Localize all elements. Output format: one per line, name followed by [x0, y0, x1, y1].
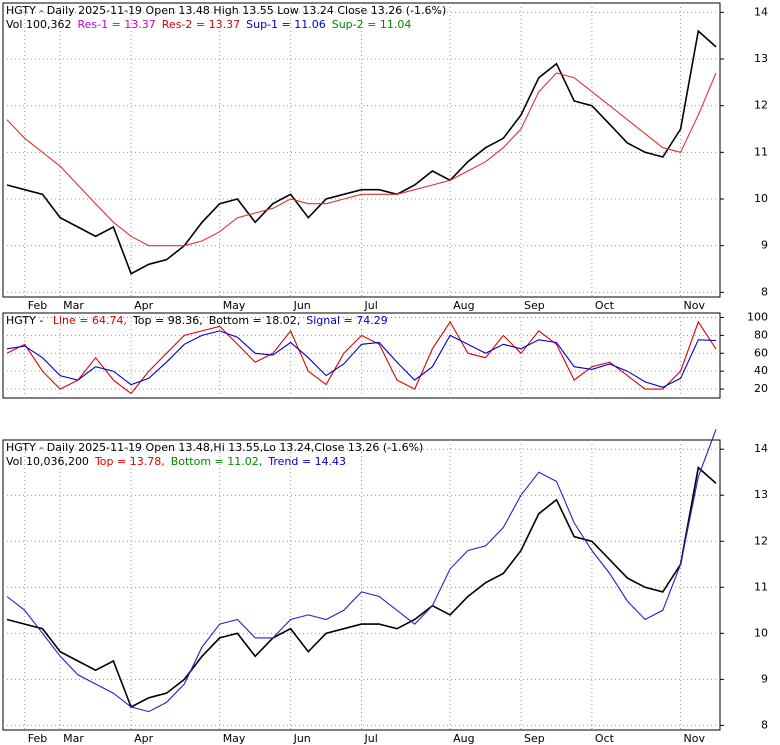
x-tick-label: Sep [524, 299, 545, 312]
y-tick-label: 11 [754, 145, 768, 158]
legend-text: Vol 10,036,200 [6, 455, 89, 468]
y-tick-label: 14 [754, 5, 768, 18]
x-tick-label: Mar [63, 299, 84, 312]
y-tick-label: 80 [754, 328, 768, 341]
legend-line: HGTY - Line = 64.74, Top = 98.36, Bottom =… [6, 314, 388, 327]
y-tick-label: 40 [754, 364, 768, 377]
x-tick-label: Jun [293, 732, 311, 745]
y-tick-label: 20 [754, 382, 768, 395]
x-tick-label: Aug [453, 732, 474, 745]
y-tick-label: 12 [754, 534, 768, 547]
x-tick-label: Oct [595, 732, 615, 745]
y-tick-label: 14 [754, 442, 768, 455]
y-tick-label: 10 [754, 626, 768, 639]
x-tick-label: Nov [684, 732, 706, 745]
x-tick-label: Aug [453, 299, 474, 312]
legend-line: Vol 100,362 Res-1 = 13.37 Res-2 = 13.37 Sup… [6, 18, 411, 31]
series-line [6, 29, 717, 275]
x-tick-label: Mar [63, 732, 84, 745]
x-tick-label: Jul [364, 732, 378, 745]
series-line [6, 429, 717, 713]
legend-text: Bottom = 18.02, [209, 314, 301, 327]
y-tick-label: 8 [761, 285, 768, 298]
legend-text: HGTY - Daily 2025-11-19 Open 13.48,Hi 13… [6, 441, 423, 454]
series-line [6, 466, 717, 709]
x-tick-label: Oct [595, 299, 615, 312]
legend-text: HGTY - Daily 2025-11-19 Open 13.48 High … [6, 4, 446, 17]
legend-text: Top = 98.36, [132, 314, 203, 327]
y-tick-label: 13 [754, 488, 768, 501]
legend-line: Vol 10,036,200 Top = 13.78, Bottom = 11.02… [6, 455, 346, 468]
x-tick-label: May [223, 732, 246, 745]
x-tick-label: May [223, 299, 246, 312]
legend-text: Line = 64.74, [53, 314, 127, 327]
y-tick-label: 9 [761, 239, 768, 252]
x-tick-label: Feb [28, 732, 47, 745]
legend-text: Sup-1 = 11.06 [246, 18, 326, 31]
legend-text: Trend = 14.43 [267, 455, 346, 468]
y-tick-label: 12 [754, 99, 768, 112]
y-tick-label: 9 [761, 672, 768, 685]
legend-text: Res-1 = 13.37 [77, 18, 155, 31]
series-line [6, 320, 717, 395]
legend-text: Sup-2 = 11.04 [332, 18, 412, 31]
legend-text: Res-2 = 13.37 [162, 18, 240, 31]
legend-text: Top = 13.78, [94, 455, 165, 468]
series-line [6, 72, 717, 247]
x-tick-label: Apr [134, 299, 154, 312]
legend-line: HGTY - Daily 2025-11-19 Open 13.48 High … [6, 4, 446, 17]
legend-text: Vol 100,362 [6, 18, 71, 31]
legend-text: Bottom = 11.02, [171, 455, 263, 468]
x-tick-label: Jun [293, 299, 311, 312]
x-tick-label: Apr [134, 732, 154, 745]
legend-text: HGTY - [6, 314, 47, 327]
y-tick-label: 10 [754, 192, 768, 205]
x-tick-label: Nov [684, 299, 706, 312]
legend-line: HGTY - Daily 2025-11-19 Open 13.48,Hi 13… [6, 441, 423, 454]
y-tick-label: 8 [761, 718, 768, 731]
y-tick-label: 60 [754, 346, 768, 359]
x-tick-label: Feb [28, 299, 47, 312]
y-tick-label: 13 [754, 52, 768, 65]
y-tick-label: 100 [747, 310, 768, 323]
x-tick-label: Jul [364, 299, 378, 312]
x-tick-label: Sep [524, 732, 545, 745]
legend-text: Signal = 74.29 [306, 314, 388, 327]
series-line [6, 330, 717, 388]
y-tick-label: 11 [754, 580, 768, 593]
